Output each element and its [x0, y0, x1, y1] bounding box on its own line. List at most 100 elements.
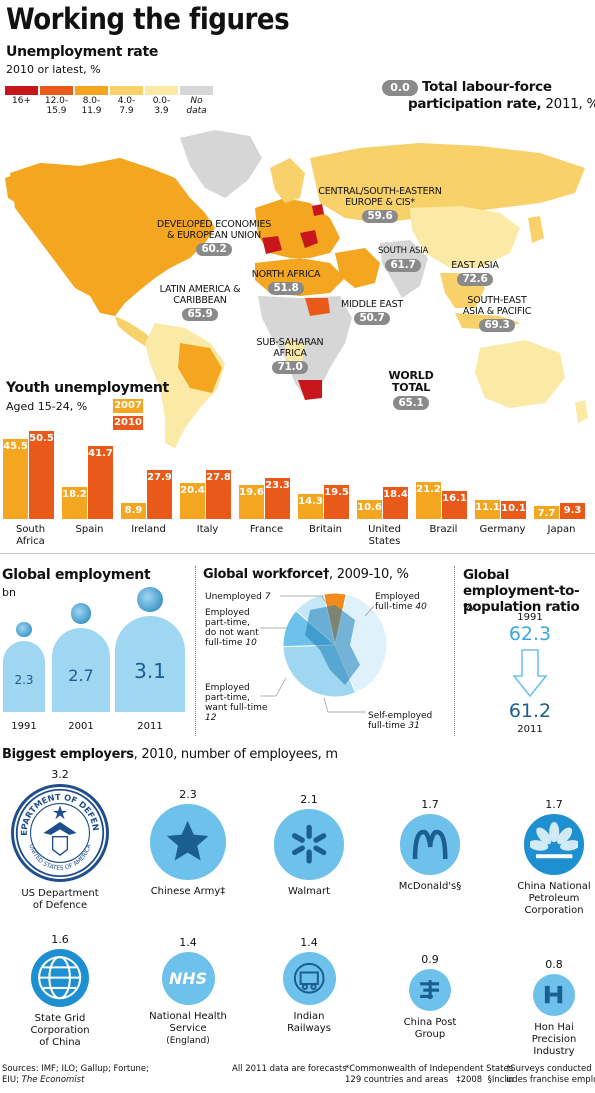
footer-forecast: All 2011 data are forecasts [232, 1064, 347, 1074]
youth-bar-label: 20.4 [180, 485, 205, 497]
youth-bar [475, 499, 500, 519]
post-icon [409, 969, 451, 1011]
youth-bar-label: 18.4 [383, 488, 408, 500]
globe-icon [31, 949, 89, 1007]
region-label-world: WORLD TOTAL 65.1 [388, 369, 434, 410]
legend-swatch-2 [75, 86, 108, 95]
unemployment-heading: Unemployment rate [6, 44, 159, 60]
workforce-pie [282, 592, 388, 698]
youth-bar-label: 50.5 [29, 432, 54, 444]
map-russia [310, 143, 585, 223]
legend-swatch-5 [180, 86, 213, 95]
nhs-icon: NHS [161, 952, 215, 1005]
legend-swatch-4 [145, 86, 178, 95]
pie-label-ptno: Employed part-time, do not want full-tim… [205, 608, 259, 648]
spark-icon [273, 809, 345, 880]
youth-bar [147, 470, 172, 519]
youth-bar [29, 430, 54, 519]
globe-icon [70, 603, 92, 625]
employer-value: 1.4 [179, 936, 197, 949]
legend-label-3: 4.0- 7.9 [117, 96, 136, 116]
youth-bar [324, 484, 349, 519]
youth-category-label: Ireland [131, 524, 166, 535]
participation-key-label-2: participation rate, 2011, % [408, 96, 595, 112]
youth-subheading: Aged 15-24, % [6, 400, 88, 413]
youth-category-label: Italy [196, 524, 219, 535]
divider-right [454, 566, 455, 736]
youth-heading: Youth unemployment [6, 380, 169, 396]
youth-bar-label: 19.5 [324, 486, 349, 498]
global-employment-year: 2011 [137, 721, 163, 732]
employer-name: State Grid Corporation of China [30, 1013, 90, 1048]
youth-bar-label: 19.6 [239, 486, 264, 498]
region-label-cis: CENTRAL/SOUTH-EASTERN EUROPE & CIS* 59.6 [318, 186, 442, 223]
youth-category-label: Brazil [429, 524, 458, 535]
employer-name: Walmart [287, 885, 331, 897]
youth-category-label: Japan [547, 524, 576, 535]
rail-icon [282, 952, 336, 1005]
region-label-east-asia: EAST ASIA 72.6 [451, 260, 499, 286]
map-spain [262, 236, 282, 254]
youth-legend-2010: 2010 [113, 416, 143, 430]
pie-label-self: Self-employed full-time 31 [368, 711, 433, 731]
youth-category-label: France [249, 524, 284, 535]
youth-bar [121, 503, 146, 519]
youth-bar-label: 11.1 [475, 501, 500, 513]
petal-icon [523, 814, 585, 875]
youth-bar-label: 7.7 [537, 507, 556, 519]
defense-seal-icon: DEPARTMENT OF DEFENSEUNITED STATES OF AM… [11, 784, 109, 882]
youth-bar [416, 481, 441, 519]
legend-label-4: 0.0- 3.9 [152, 96, 171, 116]
youth-bar-label: 41.7 [88, 448, 113, 460]
youth-bar [442, 490, 467, 519]
ratio-year-2: 2011 [517, 724, 543, 735]
youth-bar-label: 45.5 [3, 441, 28, 453]
youth-bar [62, 487, 87, 519]
ratio-down-arrow-icon [512, 649, 548, 698]
employer-value: 2.1 [300, 793, 318, 806]
footer-sources: Sources: IMF; ILO; Gallup; Fortune; EIU;… [2, 1064, 150, 1085]
youth-bar-label: 18.2 [62, 489, 87, 501]
legend-label-5: No data [186, 96, 207, 116]
region-label-middle-east: MIDDLE EAST 50.7 [340, 299, 404, 325]
region-label-se-asia: SOUTH-EAST ASIA & PACIFIC 69.3 [462, 295, 532, 332]
global-employment-value: 2.7 [68, 665, 94, 685]
employer-name: China National Petroleum Corporation [517, 880, 591, 916]
map-baltics [312, 204, 324, 216]
global-employment-year: 1991 [11, 721, 37, 732]
map-japan [528, 216, 544, 243]
legend-swatch-3 [110, 86, 143, 95]
youth-bar [239, 484, 264, 519]
youth-category-label: Britain [309, 524, 342, 535]
participation-key-label: Total labour-force [422, 79, 552, 95]
ratio-value-1: 62.3 [508, 623, 552, 645]
youth-bar [265, 478, 290, 519]
employer-name: National Health Service [149, 1011, 227, 1034]
youth-bar [206, 470, 231, 519]
global-employment-figure [3, 640, 45, 712]
global-employment-value: 3.1 [134, 659, 166, 684]
ratio-value-2: 61.2 [508, 700, 552, 722]
ratio-heading: Global employment-to-population ratio [463, 567, 580, 615]
map-scandinavia [270, 158, 305, 203]
honhai-icon [533, 974, 575, 1016]
youth-bar [88, 446, 113, 519]
footer-notes-2: 129 countries and areas ‡2008 §Includes … [345, 1075, 595, 1085]
employer-name: Indian Railways [287, 1011, 331, 1034]
region-label-north-africa: NORTH AFRICA 51.8 [251, 269, 321, 295]
employer-name: China Post Group [403, 1017, 457, 1040]
youth-bar-label: 16.1 [442, 492, 467, 504]
global-employment-figure [115, 615, 185, 712]
legend-label-2: 8.0- 11.9 [81, 96, 102, 116]
youth-category-label: South Africa [15, 524, 46, 547]
star-icon [150, 804, 226, 880]
youth-category-label: United States [368, 524, 401, 547]
map-angola [285, 338, 305, 363]
region-label-south-asia: SOUTH ASIA 61.7 [377, 246, 429, 272]
globe-icon [16, 621, 32, 637]
youth-bar-label: 27.9 [147, 472, 172, 484]
youth-bar [383, 486, 408, 519]
youth-category-label: Germany [479, 524, 526, 535]
section-divider [0, 553, 595, 554]
employer-value: 1.6 [51, 933, 69, 946]
